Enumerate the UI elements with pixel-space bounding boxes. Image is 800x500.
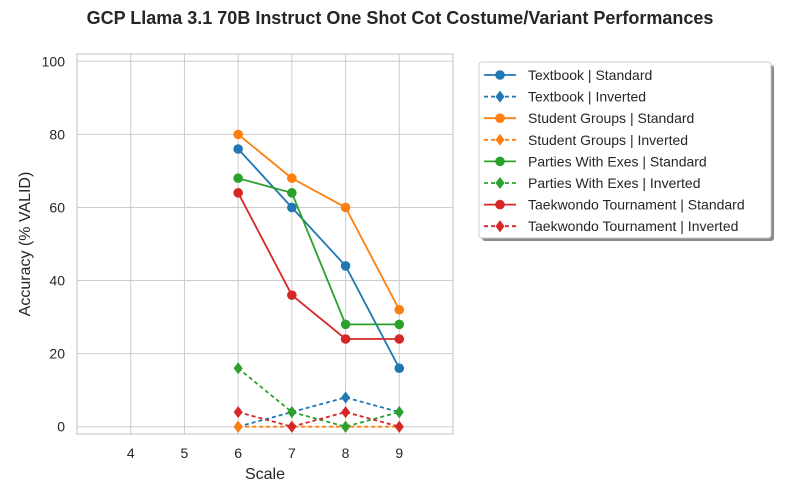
legend-entry: Taekwondo Tournament | Standard: [484, 197, 745, 213]
series-point: [394, 363, 405, 374]
tick-layer: 4 5 6 7 8 9 0 20 40 60 80 100: [42, 53, 404, 461]
x-tick-label: 6: [234, 445, 242, 461]
series-line: [237, 177, 400, 326]
legend-entry: Textbook | Inverted: [484, 89, 646, 105]
series-point: [341, 391, 351, 404]
series-point: [233, 406, 243, 419]
series-point: [287, 420, 297, 433]
series-point: [340, 202, 351, 213]
y-tick-label: 0: [57, 419, 65, 435]
legend-marker: [495, 90, 505, 103]
legend-label: Parties With Exes | Standard: [528, 153, 707, 169]
legend-marker: [495, 133, 505, 146]
legend-entries: Textbook | Standard Textbook | Inverted St…: [484, 67, 745, 234]
x-tick-label: 7: [288, 445, 296, 461]
x-axis-label: Scale: [245, 466, 285, 483]
legend-label: Textbook | Standard: [528, 67, 652, 83]
series-group: [233, 362, 404, 433]
y-tick-label: 100: [42, 53, 66, 69]
series-point: [340, 319, 351, 330]
legend-entry: Textbook | Standard: [484, 67, 652, 83]
series-group: [233, 406, 404, 433]
chart-title: GCP Llama 3.1 70B Instruct One Shot Cot …: [86, 8, 714, 28]
series-point: [341, 406, 351, 419]
series-point: [394, 319, 405, 330]
series-point: [340, 334, 351, 344]
series-point: [287, 202, 297, 213]
series-point: [233, 173, 243, 184]
y-tick-label: 80: [49, 126, 65, 142]
series-point: [287, 173, 297, 184]
series-line: [237, 133, 401, 311]
legend-label: Student Groups | Standard: [528, 110, 694, 126]
series-point: [341, 420, 351, 433]
y-tick-label: 40: [49, 273, 65, 289]
series-point: [233, 420, 243, 433]
legend-label: Parties With Exes | Inverted: [528, 175, 700, 191]
legend-entry: Taekwondo Tournament | Inverted: [484, 218, 738, 234]
y-tick-label: 60: [49, 199, 65, 215]
legend-marker: [495, 113, 505, 123]
legend-box: [478, 61, 772, 239]
x-tick-label: 5: [181, 445, 189, 461]
series-point: [394, 334, 405, 344]
legend-entry: Parties With Exes | Inverted: [484, 175, 700, 191]
legend-marker: [495, 199, 505, 210]
series-group: [233, 144, 405, 374]
legend-label: Taekwondo Tournament | Standard: [528, 197, 745, 213]
series-point: [394, 420, 404, 433]
x-tick-label: 8: [342, 445, 350, 461]
series-point: [340, 261, 351, 271]
series-point: [233, 129, 243, 140]
series-line: [237, 411, 400, 428]
legend-label: Taekwondo Tournament | Inverted: [528, 218, 738, 234]
series-layer: [233, 129, 405, 433]
series-point: [233, 188, 243, 198]
legend: Textbook | Standard Textbook | Inverted St…: [478, 61, 774, 241]
series-group: [233, 173, 405, 330]
legend-label: Student Groups | Inverted: [528, 132, 688, 148]
y-axis-label: Accuracy (% VALID): [17, 172, 34, 317]
legend-entry: Parties With Exes | Standard: [484, 153, 707, 169]
legend-marker: [495, 70, 505, 80]
series-point: [287, 406, 297, 419]
series-point: [233, 144, 243, 154]
legend-marker: [495, 156, 505, 167]
legend-marker: [495, 220, 505, 233]
series-group: [233, 420, 404, 433]
series-group: [233, 129, 405, 315]
y-tick-label: 20: [49, 346, 65, 362]
x-tick-label: 4: [127, 445, 135, 461]
series-line: [237, 396, 400, 428]
series-point: [233, 362, 243, 375]
plot-frame: [76, 53, 454, 435]
legend-entry: Student Groups | Inverted: [484, 132, 688, 148]
legend-label: Textbook | Inverted: [528, 89, 646, 105]
series-group: [233, 188, 405, 344]
x-tick-label: 9: [395, 445, 403, 461]
series-line: [237, 192, 400, 340]
legend-marker: [495, 177, 505, 189]
legend-entry: Student Groups | Standard: [484, 110, 694, 126]
series-line: [237, 148, 401, 369]
series-point: [287, 290, 297, 300]
series-point: [287, 188, 297, 198]
series-point: [394, 406, 404, 419]
series-point: [394, 304, 405, 315]
